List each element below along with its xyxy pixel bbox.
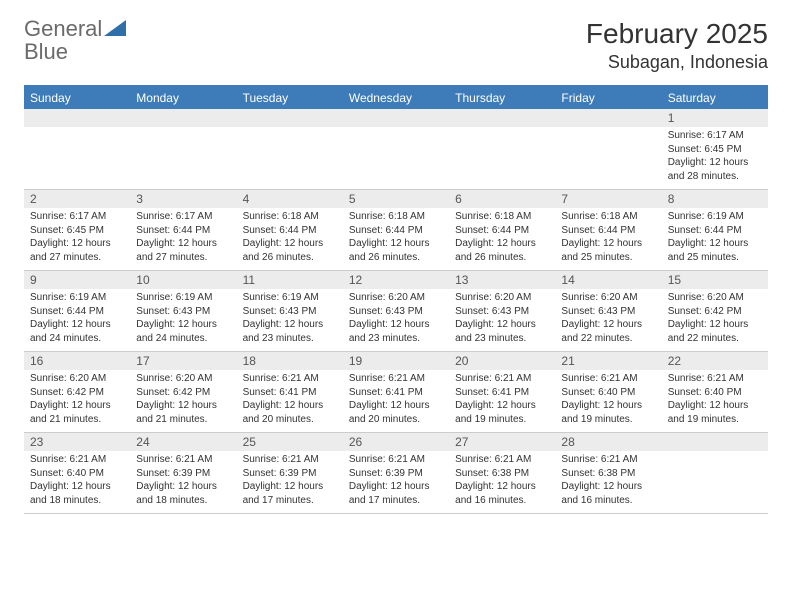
day-number: 5: [343, 190, 449, 208]
day-number: 11: [237, 271, 343, 289]
day-body: [662, 451, 768, 513]
day-number: 18: [237, 352, 343, 370]
day-body: Sunrise: 6:17 AM Sunset: 6:44 PM Dayligh…: [130, 208, 236, 270]
weekday-wednesday: Wednesday: [343, 87, 449, 109]
day-number: 6: [449, 190, 555, 208]
daynum-band: 9101112131415: [24, 271, 768, 289]
day-number: [237, 109, 343, 127]
day-body: [130, 127, 236, 189]
day-body: Sunrise: 6:19 AM Sunset: 6:44 PM Dayligh…: [24, 289, 130, 351]
week-row: 232425262728Sunrise: 6:21 AM Sunset: 6:4…: [24, 433, 768, 514]
day-number: 2: [24, 190, 130, 208]
day-body: [449, 127, 555, 189]
day-number: 13: [449, 271, 555, 289]
day-number: 15: [662, 271, 768, 289]
day-number: 4: [237, 190, 343, 208]
day-number: [130, 109, 236, 127]
daynum-band: 232425262728: [24, 433, 768, 451]
day-body: Sunrise: 6:20 AM Sunset: 6:42 PM Dayligh…: [24, 370, 130, 432]
day-body: Sunrise: 6:20 AM Sunset: 6:42 PM Dayligh…: [130, 370, 236, 432]
day-body: [237, 127, 343, 189]
day-body: Sunrise: 6:21 AM Sunset: 6:39 PM Dayligh…: [130, 451, 236, 513]
month-title: February 2025: [586, 18, 768, 50]
day-body: Sunrise: 6:21 AM Sunset: 6:41 PM Dayligh…: [343, 370, 449, 432]
title-block: February 2025 Subagan, Indonesia: [586, 18, 768, 73]
day-number: 8: [662, 190, 768, 208]
weekday-tuesday: Tuesday: [237, 87, 343, 109]
day-number: 25: [237, 433, 343, 451]
day-body: Sunrise: 6:19 AM Sunset: 6:44 PM Dayligh…: [662, 208, 768, 270]
logo-word-blue: Blue: [24, 39, 68, 64]
day-body: Sunrise: 6:21 AM Sunset: 6:39 PM Dayligh…: [343, 451, 449, 513]
day-body: Sunrise: 6:18 AM Sunset: 6:44 PM Dayligh…: [343, 208, 449, 270]
day-body: Sunrise: 6:21 AM Sunset: 6:40 PM Dayligh…: [555, 370, 661, 432]
weekday-sunday: Sunday: [24, 87, 130, 109]
day-number: [449, 109, 555, 127]
day-number: 14: [555, 271, 661, 289]
day-number: 22: [662, 352, 768, 370]
day-number: 10: [130, 271, 236, 289]
day-body: Sunrise: 6:21 AM Sunset: 6:39 PM Dayligh…: [237, 451, 343, 513]
week-row: 1Sunrise: 6:17 AM Sunset: 6:45 PM Daylig…: [24, 109, 768, 190]
daynum-band: 16171819202122: [24, 352, 768, 370]
day-number: 3: [130, 190, 236, 208]
day-body: Sunrise: 6:19 AM Sunset: 6:43 PM Dayligh…: [237, 289, 343, 351]
day-body: Sunrise: 6:18 AM Sunset: 6:44 PM Dayligh…: [237, 208, 343, 270]
logo-word-general: General: [24, 16, 102, 41]
day-body: [343, 127, 449, 189]
day-number: 23: [24, 433, 130, 451]
day-body: [555, 127, 661, 189]
daynum-band: 2345678: [24, 190, 768, 208]
day-body: [24, 127, 130, 189]
day-number: [662, 433, 768, 451]
day-number: 17: [130, 352, 236, 370]
day-body: Sunrise: 6:20 AM Sunset: 6:43 PM Dayligh…: [449, 289, 555, 351]
day-body: Sunrise: 6:21 AM Sunset: 6:38 PM Dayligh…: [449, 451, 555, 513]
day-number: 28: [555, 433, 661, 451]
day-number: 9: [24, 271, 130, 289]
day-body: Sunrise: 6:20 AM Sunset: 6:43 PM Dayligh…: [343, 289, 449, 351]
day-number: 12: [343, 271, 449, 289]
week-row: 9101112131415Sunrise: 6:19 AM Sunset: 6:…: [24, 271, 768, 352]
day-number: 20: [449, 352, 555, 370]
day-number: 21: [555, 352, 661, 370]
day-number: [555, 109, 661, 127]
logo-text: General Blue: [24, 18, 126, 64]
day-body: Sunrise: 6:18 AM Sunset: 6:44 PM Dayligh…: [449, 208, 555, 270]
day-body: Sunrise: 6:20 AM Sunset: 6:43 PM Dayligh…: [555, 289, 661, 351]
day-body: Sunrise: 6:18 AM Sunset: 6:44 PM Dayligh…: [555, 208, 661, 270]
day-number: [24, 109, 130, 127]
logo-triangle-icon: [104, 20, 126, 41]
day-body: Sunrise: 6:21 AM Sunset: 6:41 PM Dayligh…: [449, 370, 555, 432]
day-body: Sunrise: 6:21 AM Sunset: 6:41 PM Dayligh…: [237, 370, 343, 432]
weekday-monday: Monday: [130, 87, 236, 109]
day-number: 26: [343, 433, 449, 451]
weeks-container: 1Sunrise: 6:17 AM Sunset: 6:45 PM Daylig…: [24, 109, 768, 514]
day-number: 7: [555, 190, 661, 208]
logo: General Blue: [24, 18, 126, 64]
day-body: Sunrise: 6:20 AM Sunset: 6:42 PM Dayligh…: [662, 289, 768, 351]
day-number: 24: [130, 433, 236, 451]
day-body: Sunrise: 6:19 AM Sunset: 6:43 PM Dayligh…: [130, 289, 236, 351]
weekday-saturday: Saturday: [662, 87, 768, 109]
week-row: 2345678Sunrise: 6:17 AM Sunset: 6:45 PM …: [24, 190, 768, 271]
day-number: 16: [24, 352, 130, 370]
weekday-thursday: Thursday: [449, 87, 555, 109]
day-number: [343, 109, 449, 127]
day-body: Sunrise: 6:21 AM Sunset: 6:40 PM Dayligh…: [24, 451, 130, 513]
day-number: 1: [662, 109, 768, 127]
location: Subagan, Indonesia: [586, 52, 768, 73]
day-number: 19: [343, 352, 449, 370]
weekday-friday: Friday: [555, 87, 661, 109]
day-number: 27: [449, 433, 555, 451]
day-body: Sunrise: 6:17 AM Sunset: 6:45 PM Dayligh…: [662, 127, 768, 189]
day-body: Sunrise: 6:21 AM Sunset: 6:38 PM Dayligh…: [555, 451, 661, 513]
week-row: 16171819202122Sunrise: 6:20 AM Sunset: 6…: [24, 352, 768, 433]
day-body: Sunrise: 6:17 AM Sunset: 6:45 PM Dayligh…: [24, 208, 130, 270]
day-body: Sunrise: 6:21 AM Sunset: 6:40 PM Dayligh…: [662, 370, 768, 432]
daynum-band: 1: [24, 109, 768, 127]
calendar: Sunday Monday Tuesday Wednesday Thursday…: [24, 85, 768, 514]
header: General Blue February 2025 Subagan, Indo…: [24, 18, 768, 73]
weekday-row: Sunday Monday Tuesday Wednesday Thursday…: [24, 87, 768, 109]
